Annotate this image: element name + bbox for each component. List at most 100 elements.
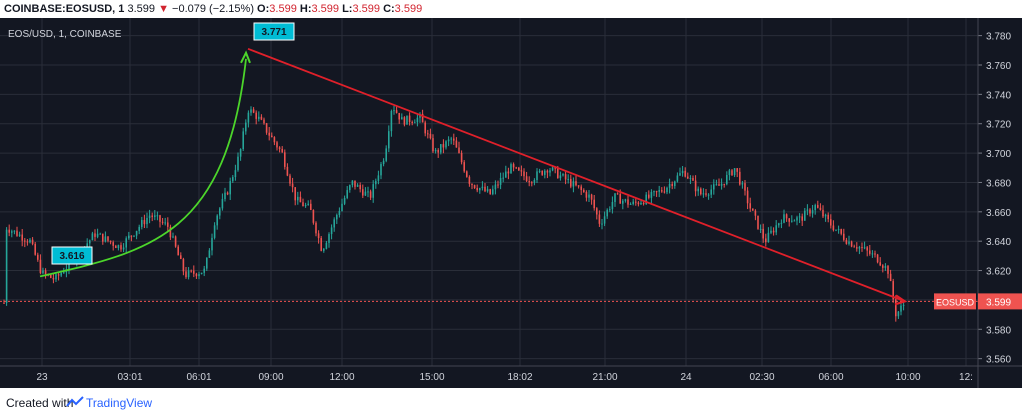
candle-body	[429, 133, 432, 139]
red-arrowhead-icon	[894, 294, 908, 306]
candle-body	[629, 203, 632, 205]
candle-body	[619, 194, 621, 204]
candle-body	[307, 203, 309, 205]
candle-body	[304, 204, 307, 207]
candle-body	[884, 266, 887, 268]
price-annotations: 3.616 3.771	[51, 22, 295, 265]
candle-body	[128, 235, 130, 239]
y-tick-label: 3.780	[986, 32, 1011, 43]
candle-body	[406, 115, 408, 125]
candle-body	[190, 270, 192, 272]
candle-body	[195, 273, 198, 277]
candle-body	[146, 218, 148, 225]
candle-body	[614, 193, 616, 202]
price-chart[interactable]: 3.780 3.760 3.740 3.720 3.700 3.680 3.660 3.640…	[0, 18, 1022, 388]
low-value: 3.599	[352, 3, 380, 15]
candle-body	[824, 214, 827, 217]
candle-body	[289, 175, 291, 184]
candle-body	[674, 181, 676, 186]
candle-body	[473, 185, 476, 189]
candle-body	[863, 247, 866, 249]
price-axis[interactable]: 3.780 3.760 3.740 3.720 3.700 3.680 3.660 3.640…	[934, 18, 1022, 388]
candle-body	[889, 273, 892, 282]
candle-body	[567, 178, 569, 180]
candle-body	[707, 194, 710, 196]
candle-body	[471, 183, 473, 186]
candle-body	[395, 110, 398, 113]
candle-body	[354, 180, 356, 187]
candle-body	[564, 174, 567, 180]
candle-body	[159, 215, 161, 222]
candle-body	[897, 311, 900, 317]
candle-body	[783, 214, 785, 223]
time-axis[interactable]: 23 03:01 06:01 09:00 12:00 15:00 18:02 21:00 24 0…	[0, 365, 1022, 383]
candle-body	[775, 225, 777, 233]
low-label: L:	[342, 3, 353, 15]
x-tick-label: 18:02	[507, 372, 532, 383]
candle-body	[598, 214, 601, 224]
candle-body	[744, 183, 746, 191]
candle-body	[117, 245, 120, 249]
candle-body	[544, 170, 546, 175]
high-label: H:	[299, 3, 312, 15]
candle-body	[827, 214, 829, 220]
candle-body	[830, 219, 832, 226]
y-tick-label: 3.760	[986, 61, 1011, 72]
candle-body	[107, 236, 109, 241]
candle-body	[424, 122, 426, 134]
candle-body	[640, 202, 642, 205]
candle-body	[770, 230, 772, 233]
candle-body	[398, 112, 400, 120]
candle-body	[468, 176, 471, 184]
candle-body	[666, 187, 668, 193]
open-label: O:	[257, 3, 270, 15]
candle-body	[229, 181, 231, 195]
green-arrowhead-icon	[240, 50, 251, 64]
x-tick-label: 12:	[959, 372, 973, 383]
candle-body	[663, 191, 666, 193]
candle-body	[115, 245, 117, 249]
price-label-name-box	[934, 293, 976, 310]
chart-panel[interactable]: 3.780 3.760 3.740 3.720 3.700 3.680 3.660 3.640…	[0, 18, 1022, 388]
close-label: C:	[383, 3, 395, 15]
down-arrow-icon: ▼	[158, 3, 169, 15]
candle-body	[791, 220, 793, 222]
candle-body	[193, 270, 195, 274]
candle-body	[505, 171, 507, 178]
candle-body	[320, 238, 322, 251]
candle-body	[861, 247, 863, 249]
candle-body	[671, 183, 673, 186]
candle-body	[260, 116, 263, 120]
candle-body	[528, 181, 530, 183]
candle-body	[710, 189, 712, 195]
candle-body	[317, 233, 320, 239]
candle-body	[523, 171, 525, 177]
candle-body	[169, 226, 172, 238]
candle-body	[788, 218, 790, 222]
candle-body	[798, 216, 801, 218]
candle-body	[684, 170, 686, 177]
candle-body	[520, 170, 523, 172]
candle-body	[52, 277, 55, 280]
candle-body	[174, 236, 177, 247]
candle-body	[226, 192, 229, 195]
candle-body	[533, 179, 536, 183]
candle-body	[515, 167, 517, 169]
candle-body	[408, 115, 411, 122]
candle-body	[871, 253, 874, 255]
candle-body	[767, 232, 770, 243]
candle-body	[29, 239, 31, 243]
candle-body	[286, 166, 289, 176]
candle-body	[793, 220, 796, 222]
candlestick-series	[3, 105, 905, 322]
candle-body	[50, 274, 52, 278]
candle-body	[518, 167, 520, 171]
candle-body	[525, 176, 528, 182]
candle-body	[754, 210, 757, 216]
candle-body	[632, 201, 634, 204]
candle-body	[310, 203, 312, 211]
x-tick-label: 12:00	[329, 372, 354, 383]
tradingview-link[interactable]: TradingView	[86, 396, 153, 410]
candle-body	[219, 208, 221, 216]
candle-body	[380, 164, 382, 176]
